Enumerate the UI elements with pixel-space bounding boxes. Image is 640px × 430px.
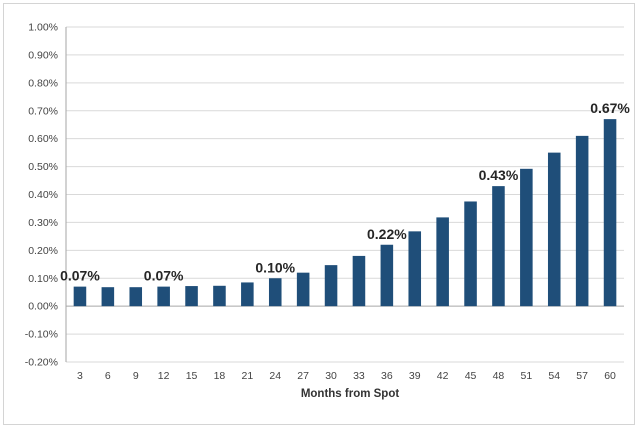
bar-3 (73, 286, 87, 307)
y-tick-label: 0.30% (28, 217, 58, 229)
bar-42 (436, 217, 449, 307)
x-tick-label: 39 (409, 370, 421, 382)
bars (73, 119, 617, 307)
y-tick-label: 0.70% (28, 105, 58, 117)
x-tick-label: 45 (465, 370, 477, 382)
x-tick-label: 12 (158, 370, 170, 382)
bar-36 (380, 244, 394, 307)
x-tick-label: 9 (133, 370, 139, 382)
y-tick-label: -0.20% (25, 357, 58, 369)
y-tick-label: 0.60% (28, 133, 58, 145)
data-label: 0.07% (144, 268, 184, 284)
x-tick-label: 30 (325, 370, 337, 382)
bar-57 (575, 135, 589, 307)
x-tick-label: 15 (186, 370, 198, 382)
bar-60 (603, 119, 617, 307)
bar-9 (129, 287, 143, 307)
bar-21 (241, 282, 254, 307)
data-label: 0.22% (367, 226, 407, 242)
x-axis-tick-labels: 3 6 9 12 15 18 21 24 27 30 33 36 39 42 45 48 51 54 57 60 (77, 370, 616, 382)
data-label: 0.10% (255, 259, 295, 275)
x-tick-label: 18 (214, 370, 226, 382)
x-tick-label: 42 (437, 370, 449, 382)
y-tick-label: -0.10% (25, 329, 58, 341)
gridlines (65, 26, 624, 363)
data-label: 0.07% (60, 268, 100, 284)
bar-39 (408, 231, 422, 307)
x-tick-label: 3 (77, 370, 83, 382)
y-tick-label: 0.90% (28, 49, 58, 61)
y-tick-label: 0.10% (28, 273, 58, 285)
bar-27 (296, 272, 310, 307)
bar-54 (547, 152, 561, 307)
y-tick-label: 0.40% (28, 189, 58, 201)
y-tick-label: 0.50% (28, 161, 58, 173)
y-tick-label: 0.00% (28, 301, 58, 313)
x-tick-label: 24 (269, 370, 281, 382)
bar-24 (268, 278, 282, 307)
x-tick-label: 51 (521, 370, 533, 382)
x-tick-label: 57 (576, 370, 588, 382)
x-tick-label: 21 (242, 370, 254, 382)
bar-48 (492, 186, 505, 307)
y-tick-label: 0.80% (28, 77, 58, 89)
x-tick-label: 27 (297, 370, 309, 382)
x-tick-label: 6 (105, 370, 111, 382)
data-labels: 0.07% 0.07% 0.10% 0.22% 0.43% 0.67% (60, 100, 630, 284)
x-tick-label: 36 (381, 370, 393, 382)
bar-18 (213, 285, 226, 307)
y-axis-tick-labels: -0.20% -0.10% 0.00% 0.10% 0.20% 0.30% 0.40% 0.5… (25, 22, 58, 369)
bar-12 (157, 286, 170, 307)
y-tick-label: 1.00% (28, 22, 58, 34)
x-tick-label: 60 (604, 370, 616, 382)
data-label: 0.43% (479, 167, 519, 183)
x-tick-label: 33 (353, 370, 365, 382)
x-tick-label: 48 (493, 370, 505, 382)
y-tick-label: 0.20% (28, 245, 58, 257)
bar-33 (352, 255, 366, 307)
data-label: 0.67% (590, 100, 630, 116)
bar-45 (464, 201, 477, 307)
bar-30 (324, 265, 338, 307)
bar-6 (101, 287, 115, 307)
x-axis-title: Months from Spot (301, 388, 400, 400)
bar-15 (185, 286, 198, 307)
x-tick-label: 54 (548, 370, 560, 382)
bar-51 (520, 168, 533, 307)
